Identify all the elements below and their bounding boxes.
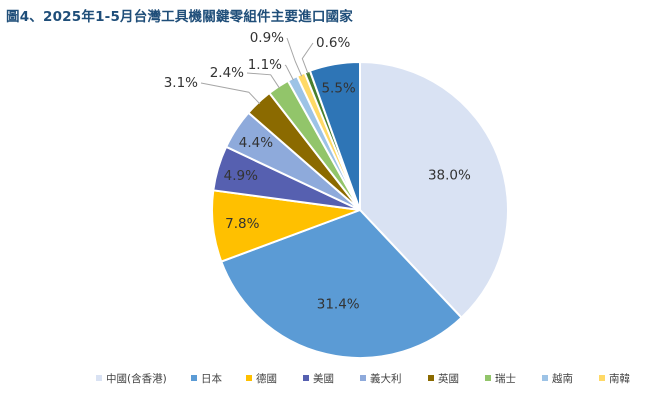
legend-swatch — [96, 375, 102, 381]
legend-label: 日本 — [201, 372, 222, 385]
slice-label: 4.9% — [224, 168, 258, 184]
leader-line — [200, 82, 261, 105]
pie-slice — [359, 60, 510, 320]
legend-swatch — [246, 375, 252, 381]
leader-line — [286, 37, 303, 77]
slice-label: 1.1% — [248, 57, 282, 73]
legend: 中國(含香港)日本德國美國義大利英國瑞士越南南韓馬來西亞其他國家 — [96, 372, 630, 385]
legend-swatch — [428, 375, 434, 381]
slice-label: 7.8% — [225, 216, 259, 232]
legend-label: 美國 — [313, 372, 334, 385]
leader-lines — [200, 37, 314, 105]
legend-item: 德國 — [246, 372, 277, 385]
legend-label: 越南 — [552, 372, 573, 385]
legend-swatch — [599, 375, 605, 381]
legend-item: 越南 — [542, 372, 573, 385]
legend-item: 英國 — [428, 372, 459, 385]
legend-label: 英國 — [438, 372, 459, 385]
legend-label: 南韓 — [609, 372, 630, 385]
legend-item: 南韓 — [599, 372, 630, 385]
legend-label: 中國(含香港) — [106, 372, 167, 385]
legend-swatch — [360, 375, 366, 381]
slice-label: 5.5% — [321, 81, 355, 97]
legend-item: 瑞士 — [485, 372, 516, 385]
legend-swatch — [542, 375, 548, 381]
slice-label: 3.1% — [164, 75, 198, 91]
slice-label: 38.0% — [428, 168, 471, 184]
legend-item: 義大利 — [360, 372, 402, 385]
leader-line — [284, 64, 294, 81]
slice-label: 0.9% — [250, 30, 284, 46]
legend-item: 中國(含香港) — [96, 372, 167, 385]
chart-title: 圖4、2025年1-5月台灣工具機關鍵零組件主要進口國家 — [6, 9, 353, 25]
legend-label: 德國 — [256, 372, 277, 385]
legend-swatch — [191, 375, 197, 381]
legend-label: 義大利 — [370, 372, 402, 385]
slice-label: 0.6% — [316, 35, 350, 51]
pie-slice — [220, 208, 463, 359]
pie-slice — [308, 60, 361, 211]
legend-swatch — [303, 375, 309, 381]
pie-slices — [211, 60, 510, 359]
legend-label: 瑞士 — [495, 372, 516, 385]
slice-label: 2.4% — [210, 65, 244, 81]
legend-item: 美國 — [303, 372, 334, 385]
leader-line — [301, 42, 314, 74]
slice-label: 31.4% — [317, 297, 360, 313]
leader-line — [246, 72, 280, 89]
slice-label: 4.4% — [239, 135, 273, 151]
legend-item: 日本 — [191, 372, 222, 385]
slice-labels: 38.0% 31.4% 7.8% 4.9% 4.4% 3.1% 2.4% 1.1% 0.9% 0.… — [164, 30, 471, 313]
legend-swatch — [485, 375, 491, 381]
